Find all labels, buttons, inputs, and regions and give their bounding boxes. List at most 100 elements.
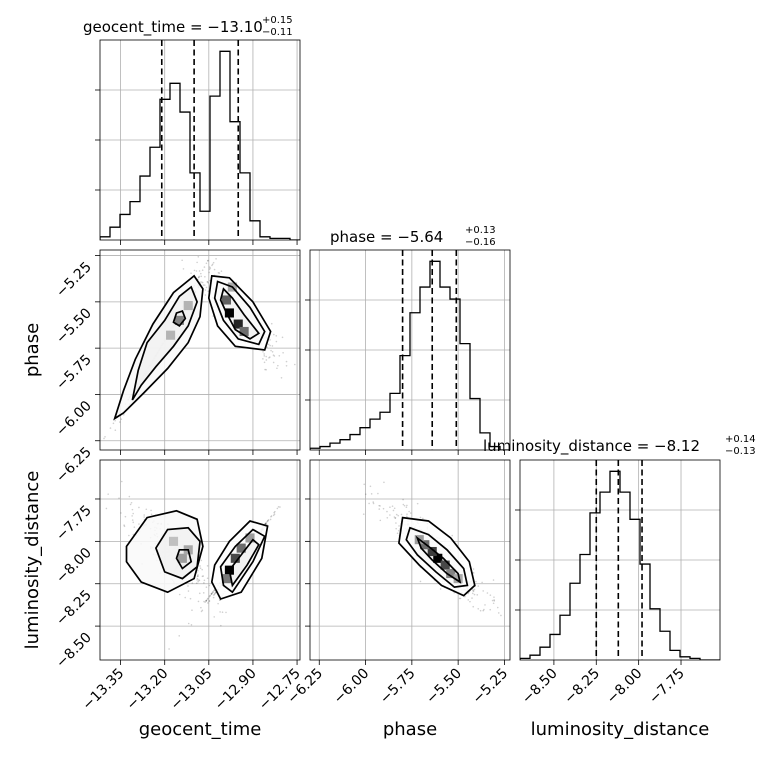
sample-point bbox=[482, 590, 484, 592]
xlabel-luminosity-distance: luminosity_distance bbox=[531, 719, 710, 740]
sample-point bbox=[123, 524, 125, 526]
sample-point bbox=[472, 568, 475, 570]
sample-point bbox=[187, 585, 189, 587]
sample-point bbox=[205, 286, 208, 289]
sample-point bbox=[231, 233, 233, 235]
histogram-geocent_time bbox=[100, 50, 300, 240]
sample-point bbox=[382, 507, 385, 510]
sample-point bbox=[393, 516, 396, 518]
title-luminosity-distance: luminosity_distance = −8.12 +0.14 −0.13 bbox=[483, 434, 756, 457]
sample-point bbox=[473, 593, 476, 596]
sample-point bbox=[269, 339, 271, 341]
contour-line bbox=[415, 535, 462, 584]
sample-point bbox=[204, 289, 207, 291]
y-tick-label-phase: −6.00 bbox=[53, 398, 95, 440]
panel-luminosity_distance-vs-geocent_time: −13.35−13.20−13.05−12.90−12.75−8.50−8.25… bbox=[53, 459, 304, 713]
sample-point bbox=[270, 515, 273, 517]
panel-phase-vs-phase bbox=[305, 249, 511, 455]
title-geocent-time-minus: −0.11 bbox=[262, 27, 293, 38]
contour-line bbox=[213, 280, 266, 346]
sample-point bbox=[207, 602, 209, 604]
sample-point bbox=[212, 591, 214, 593]
sample-point bbox=[197, 579, 200, 581]
sample-point bbox=[145, 508, 148, 511]
sample-point bbox=[197, 575, 199, 577]
sample-point bbox=[231, 217, 233, 219]
sample-point bbox=[395, 522, 397, 524]
sample-point bbox=[128, 534, 130, 537]
sample-point bbox=[213, 616, 216, 618]
sample-point bbox=[274, 510, 276, 513]
title-phase-text: phase = −5.64 bbox=[330, 228, 443, 246]
contour-line bbox=[172, 310, 187, 328]
sample-point bbox=[396, 532, 399, 535]
sample-point bbox=[131, 515, 133, 517]
sample-point bbox=[402, 503, 405, 506]
sample-point bbox=[484, 604, 486, 606]
sample-point bbox=[203, 582, 205, 584]
y-tick-label-phase: −6.25 bbox=[53, 444, 95, 486]
title-geocent-time-plus: +0.15 bbox=[262, 15, 293, 26]
x-tick-label-luminosity_distance: −8.50 bbox=[519, 666, 561, 708]
contour-line bbox=[207, 274, 272, 351]
sample-point bbox=[207, 282, 210, 284]
sample-point bbox=[150, 509, 152, 512]
sample-point bbox=[178, 635, 181, 637]
sample-point bbox=[104, 435, 106, 438]
sample-point bbox=[372, 502, 375, 505]
sample-point bbox=[406, 504, 408, 507]
sample-point bbox=[378, 504, 380, 507]
contour-line bbox=[131, 285, 199, 401]
contour-line bbox=[113, 274, 204, 421]
histogram-phase bbox=[310, 260, 510, 450]
sample-point bbox=[208, 600, 211, 602]
title-geocent-time: geocent_time = −13.10 +0.15 −0.11 bbox=[83, 15, 293, 38]
sample-point bbox=[263, 355, 266, 357]
density-cell bbox=[177, 553, 187, 563]
y-tick-label-phase: −5.50 bbox=[53, 305, 95, 347]
sample-point bbox=[472, 605, 475, 608]
sample-point bbox=[208, 268, 211, 270]
contour-line bbox=[175, 548, 193, 570]
sample-point bbox=[211, 263, 214, 266]
sample-point bbox=[489, 608, 492, 611]
sample-point bbox=[275, 335, 278, 337]
sample-point bbox=[203, 266, 206, 268]
sample-point bbox=[213, 593, 216, 596]
sample-point bbox=[128, 495, 131, 498]
sample-point bbox=[497, 612, 500, 614]
sample-point bbox=[120, 512, 122, 514]
sample-point bbox=[199, 565, 201, 567]
sample-point bbox=[379, 505, 381, 507]
sample-point bbox=[208, 271, 210, 274]
sample-point bbox=[178, 593, 181, 596]
sample-point bbox=[197, 276, 200, 279]
sample-point bbox=[263, 353, 265, 355]
panel-geocent_time-vs-geocent_time bbox=[95, 39, 301, 245]
sample-point bbox=[514, 615, 516, 617]
sample-point bbox=[200, 606, 202, 609]
sample-point bbox=[275, 340, 278, 343]
sample-point bbox=[491, 599, 494, 602]
sample-point bbox=[197, 580, 199, 583]
sample-point bbox=[215, 246, 217, 248]
sample-point bbox=[481, 581, 483, 584]
sample-point bbox=[138, 523, 140, 525]
sample-point bbox=[467, 592, 470, 595]
density-cell bbox=[233, 319, 243, 329]
sample-point bbox=[471, 588, 474, 591]
sample-point bbox=[143, 516, 145, 518]
panels: −6.25−6.00−5.75−5.50−5.25−13.35−13.20−13… bbox=[53, 39, 721, 713]
sample-point bbox=[206, 281, 209, 283]
sample-point bbox=[208, 584, 211, 587]
sample-point bbox=[197, 255, 200, 258]
sample-point bbox=[416, 502, 419, 505]
sample-point bbox=[223, 245, 225, 247]
sample-point bbox=[206, 259, 209, 262]
sample-point bbox=[207, 597, 209, 600]
sample-point bbox=[143, 514, 145, 516]
sample-point bbox=[469, 600, 471, 603]
density-cell bbox=[224, 308, 234, 318]
sample-point bbox=[205, 599, 208, 602]
sample-point bbox=[265, 522, 267, 525]
